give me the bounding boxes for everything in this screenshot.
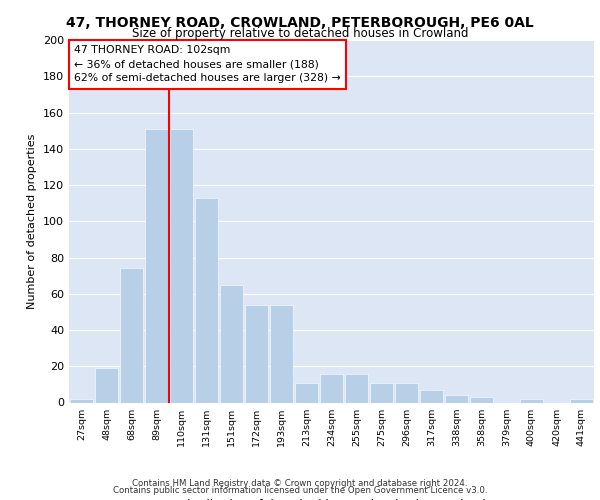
Bar [470,397,493,402]
Bar [95,368,118,402]
Bar [570,399,593,402]
Bar [245,304,268,402]
Text: 47 THORNEY ROAD: 102sqm
← 36% of detached houses are smaller (188)
62% of semi-d: 47 THORNEY ROAD: 102sqm ← 36% of detache… [74,46,341,84]
Bar [270,304,293,402]
Bar [345,374,368,402]
Text: Contains public sector information licensed under the Open Government Licence v3: Contains public sector information licen… [113,486,487,495]
Bar [220,284,243,403]
Bar [70,399,93,402]
Bar [445,395,468,402]
Text: Contains HM Land Registry data © Crown copyright and database right 2024.: Contains HM Land Registry data © Crown c… [132,478,468,488]
Y-axis label: Number of detached properties: Number of detached properties [28,134,37,309]
Bar [520,399,543,402]
Bar [120,268,143,402]
Bar [420,390,443,402]
Bar [145,129,168,402]
Bar [170,129,193,402]
Bar [295,382,318,402]
Bar [195,198,218,402]
Bar [395,382,418,402]
Text: Size of property relative to detached houses in Crowland: Size of property relative to detached ho… [132,28,468,40]
X-axis label: Distribution of detached houses by size in Crowland: Distribution of detached houses by size … [178,498,485,500]
Bar [370,382,393,402]
Bar [320,374,343,402]
Text: 47, THORNEY ROAD, CROWLAND, PETERBOROUGH, PE6 0AL: 47, THORNEY ROAD, CROWLAND, PETERBOROUGH… [66,16,534,30]
